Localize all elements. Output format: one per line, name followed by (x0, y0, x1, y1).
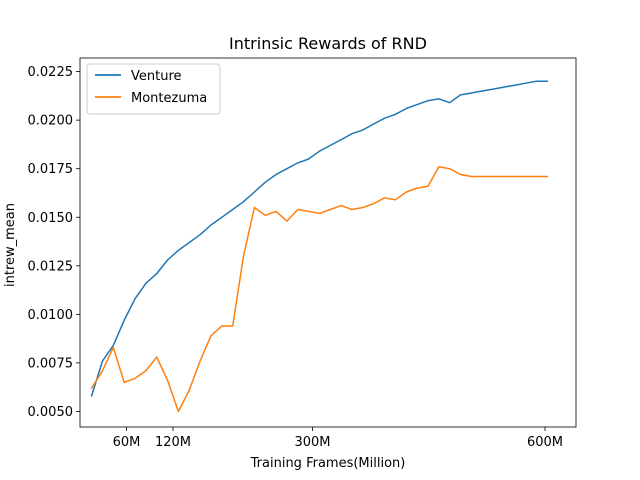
y-axis-label: intrew_mean (3, 203, 18, 287)
x-tick-label: 60M (113, 435, 141, 450)
series-line-venture (90, 80, 549, 397)
legend-box (86, 63, 221, 115)
x-tick-label: 600M (527, 435, 563, 450)
chart-title: Intrinsic Rewards of RND (229, 34, 427, 53)
y-tick-label: 0.0175 (28, 162, 74, 177)
x-tick-label: 120M (155, 435, 191, 450)
plot-area: 60M 120M 300M 600M 0.0050 0.0075 0.0100 0.0125 0… (28, 57, 577, 450)
y-tick-label: 0.0050 (28, 405, 74, 420)
y-tick-label: 0.0200 (28, 114, 74, 129)
axes-frame (79, 57, 577, 428)
y-tick-label: 0.0100 (28, 308, 74, 323)
y-tick-label: 0.0150 (28, 211, 74, 226)
legend-label-montezuma: Montezuma (131, 91, 207, 106)
y-tick-label: 0.0075 (28, 356, 74, 371)
x-tick-label: 300M (294, 435, 330, 450)
series-line-montezuma (90, 166, 549, 413)
x-axis-label: Training Frames(Million) (250, 456, 406, 471)
y-tick-label: 0.0125 (28, 259, 74, 274)
y-tick-label: 0.0225 (28, 65, 74, 80)
legend-label-venture: Venture (131, 69, 182, 84)
